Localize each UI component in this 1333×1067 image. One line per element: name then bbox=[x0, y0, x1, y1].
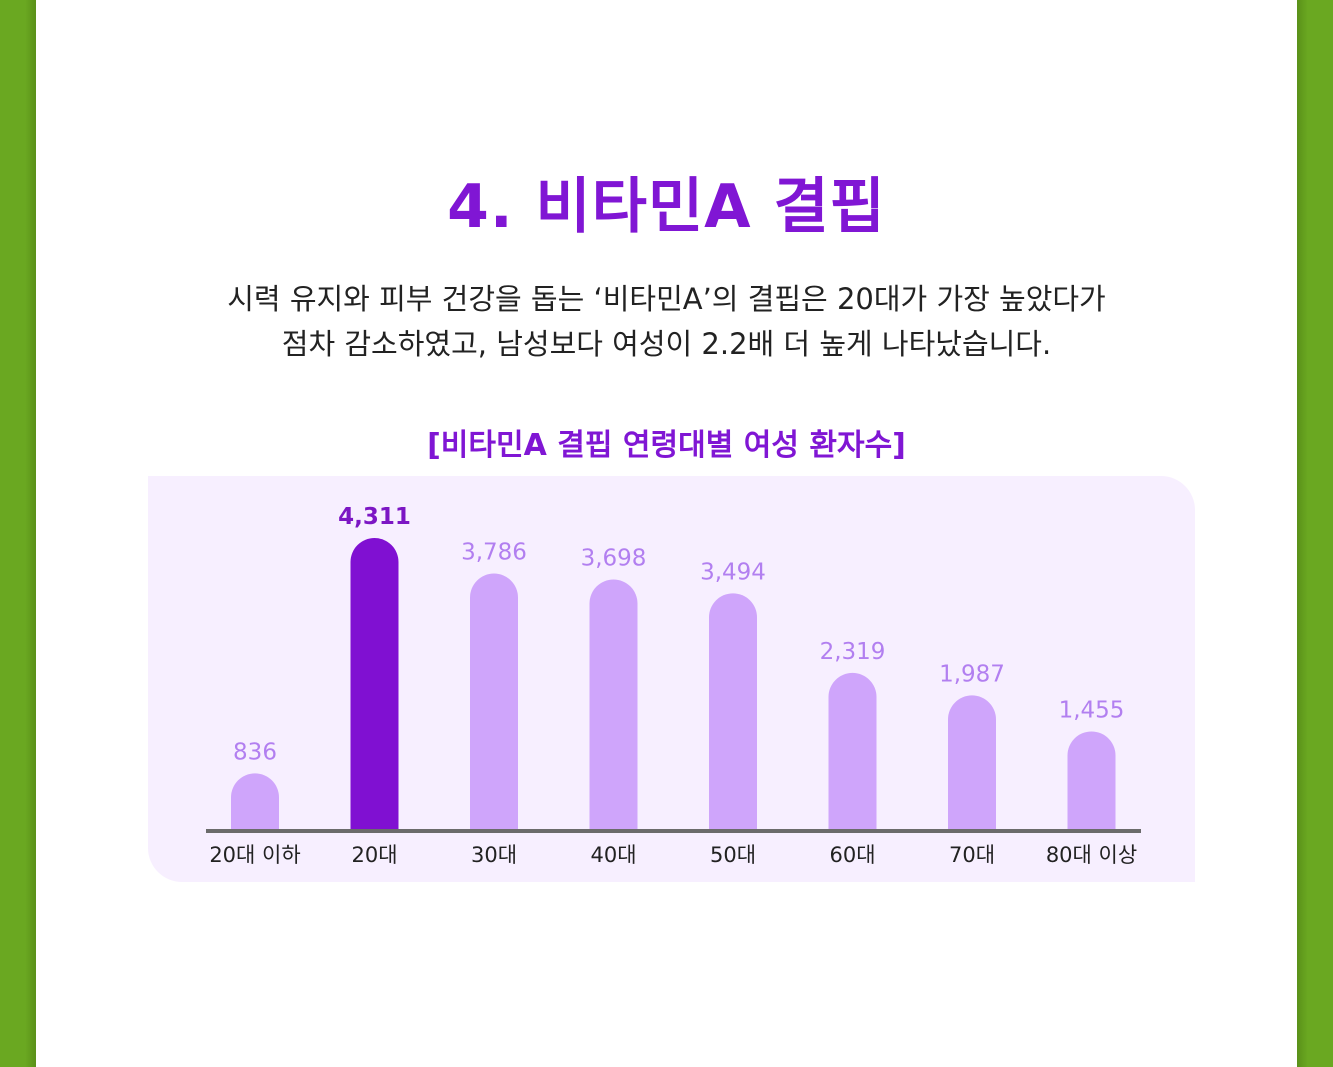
left-green-border bbox=[0, 0, 36, 1067]
data-label-6: 1,987 bbox=[939, 661, 1005, 687]
chart-title: [비타민A 결핍 연령대별 여성 환자수] bbox=[427, 428, 906, 463]
bar-0 bbox=[231, 773, 279, 830]
bar-1 bbox=[350, 538, 399, 830]
bar-3 bbox=[589, 579, 638, 830]
right-green-border bbox=[1297, 0, 1333, 1067]
bar-2 bbox=[470, 573, 518, 830]
x-tick-label-3: 40대 bbox=[590, 843, 636, 867]
x-tick-label-6: 70대 bbox=[949, 843, 995, 867]
description-line-2: 점차 감소하였고, 남성보다 여성이 2.2배 더 높게 나타났습니다. bbox=[281, 327, 1052, 361]
chart-panel bbox=[148, 476, 1195, 882]
description-line-1: 시력 유지와 피부 건강을 돕는 ‘비타민A’의 결핍은 20대가 가장 높았다… bbox=[227, 282, 1106, 316]
data-label-3: 3,698 bbox=[581, 546, 647, 572]
x-tick-label-2: 30대 bbox=[471, 843, 517, 867]
bar-7 bbox=[1067, 731, 1116, 830]
x-tick-label-1: 20대 bbox=[351, 843, 397, 867]
x-tick-label-4: 50대 bbox=[710, 843, 756, 867]
data-label-1: 4,311 bbox=[338, 504, 411, 530]
data-label-4: 3,494 bbox=[700, 559, 766, 585]
data-label-5: 2,319 bbox=[820, 639, 886, 665]
x-tick-label-0: 20대 이하 bbox=[209, 843, 300, 867]
x-tick-label-7: 80대 이상 bbox=[1046, 843, 1137, 867]
x-tick-label-5: 60대 bbox=[829, 843, 875, 867]
bar-6 bbox=[948, 695, 996, 830]
bar-5 bbox=[828, 672, 877, 830]
data-label-2: 3,786 bbox=[461, 540, 527, 566]
bar-4 bbox=[709, 593, 757, 830]
data-label-7: 1,455 bbox=[1059, 697, 1125, 723]
page-title: 4. 비타민A 결핍 bbox=[447, 172, 886, 242]
data-label-0: 836 bbox=[233, 739, 277, 765]
